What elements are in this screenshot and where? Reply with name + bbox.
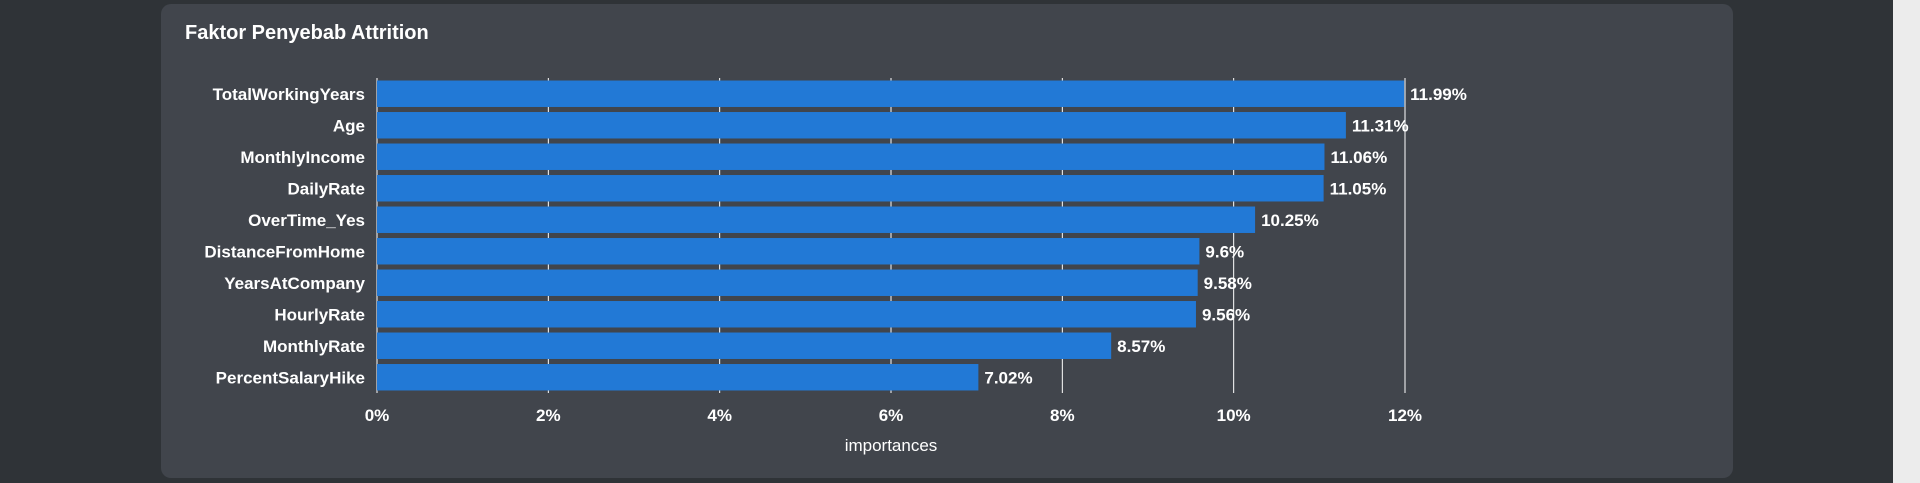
bar (377, 112, 1346, 139)
value-label: 11.31% (1352, 116, 1409, 135)
bar (377, 206, 1256, 233)
category-label: HourlyRate (274, 305, 365, 324)
value-label: 11.99% (1410, 85, 1467, 104)
category-label: DistanceFromHome (204, 242, 365, 261)
card-title: Faktor Penyebab Attrition (185, 22, 429, 44)
bar (377, 175, 1324, 202)
bar (377, 80, 1405, 107)
x-tick-label: 4% (707, 406, 732, 425)
x-tick-label: 6% (879, 406, 904, 425)
category-label: OverTime_Yes (248, 211, 365, 230)
bar (377, 269, 1198, 296)
value-label: 11.06% (1330, 148, 1387, 167)
x-tick-label: 2% (536, 406, 561, 425)
value-label: 10.25% (1261, 211, 1319, 230)
chart-card: Faktor Penyebab Attrition 0% 2% 4% 6% 8% 10% 1… (161, 4, 1733, 478)
value-label: 11.05% (1330, 179, 1387, 198)
category-label: PercentSalaryHike (216, 368, 365, 387)
category-label: Age (333, 116, 365, 135)
bar (377, 332, 1112, 359)
value-label: 9.56% (1202, 305, 1250, 324)
x-tick-label: 10% (1217, 406, 1251, 425)
category-label: MonthlyRate (263, 337, 365, 356)
x-axis-title: importances (845, 436, 938, 455)
category-label: DailyRate (288, 179, 365, 198)
value-label: 8.57% (1117, 337, 1165, 356)
bar (377, 238, 1200, 265)
page-scrollbar[interactable] (1893, 0, 1920, 483)
value-label: 9.6% (1205, 242, 1244, 261)
bar (377, 143, 1325, 170)
category-label: TotalWorkingYears (213, 85, 365, 104)
x-tick-label: 8% (1050, 406, 1075, 425)
x-tick-label: 12% (1388, 406, 1422, 425)
bar (377, 301, 1196, 328)
bar-chart: 0% 2% 4% 6% 8% 10% 12% TotalWorkingYears 11.99% A… (204, 78, 1467, 455)
bar (377, 364, 979, 391)
x-tick-label: 0% (365, 406, 390, 425)
value-label: 7.02% (984, 368, 1032, 387)
category-label: YearsAtCompany (224, 274, 365, 293)
category-label: MonthlyIncome (240, 148, 365, 167)
value-label: 9.58% (1204, 274, 1252, 293)
